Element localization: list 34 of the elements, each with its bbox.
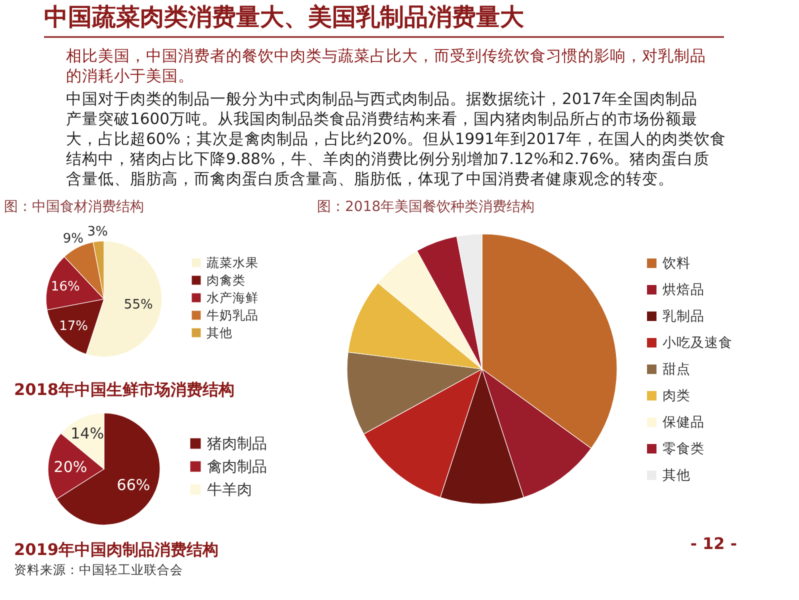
text: 相比美国，中国消费者的餐饮中肉类与蔬菜占比大，而受到传统饮食习惯的影响，对乳制品的消耗小于美国。 <box>66 47 706 85</box>
data-label: 3% <box>87 224 108 240</box>
text: 中国蔬菜肉类消费量大、美国乳制品消费量大 <box>44 3 525 31</box>
text: 中国对于肉类的制品一般分为中式肉制品与西式肉制品。据数据统计，2017年全国肉制品产量突破1600万吨。从我国肉制品类食品消费结构来看，国内猪肉制品所占的市场份额最大，占比超60%；其次是禽肉制品，占比约20%。但从1991年到2017年，在国人的肉类饮食结构中，猪肉占比下降9.88%，牛、羊肉的消费比例分别增加7.12%和2.76%。猪肉蛋白质含量低、脂肪高，而禽肉蛋白质含量高、脂肪低，体现了中国消费者健康观念的转变。 <box>66 90 726 188</box>
legend-label: 零食类 <box>662 440 704 457</box>
legend-label: 禽肉制品 <box>207 458 267 476</box>
text: 资料来源：中国轻工业联合会 <box>14 562 183 577</box>
legend-label: 保健品 <box>662 414 704 430</box>
data-label: 20% <box>54 458 88 476</box>
data-label: 17% <box>59 318 88 334</box>
legend-label: 其他 <box>206 324 232 340</box>
legend-label: 肉类 <box>662 388 690 404</box>
chart-title: 图：2018年美国餐饮种类消费结构 <box>317 199 535 215</box>
chart-title: 图：中国食材消费结构 <box>4 199 144 215</box>
legend-label: 甜点 <box>662 361 690 378</box>
text: - 12 - <box>690 534 737 553</box>
text: 2018年中国生鲜市场消费结构 <box>14 380 235 399</box>
legend-label: 猪肉制品 <box>207 434 267 452</box>
data-label: 14% <box>70 424 104 443</box>
legend-label: 肉禽类 <box>206 272 246 288</box>
legend-label: 乳制品 <box>662 308 704 324</box>
legend-label: 饮料 <box>662 255 690 272</box>
data-label: 66% <box>116 476 150 494</box>
legend-label: 水产海鲜 <box>206 290 258 305</box>
legend-label: 牛奶乳品 <box>206 307 258 322</box>
data-label: 55% <box>124 297 153 312</box>
legend-label: 小吃及速食 <box>662 334 732 351</box>
text: 2019年中国肉制品消费结构 <box>14 540 219 559</box>
legend-label: 牛羊肉 <box>207 480 252 498</box>
legend-label: 烘焙品 <box>662 282 704 298</box>
legend-label: 其他 <box>662 467 690 484</box>
legend-label: 蔬菜水果 <box>206 254 258 270</box>
data-label: 9% <box>62 231 84 246</box>
data-label: 16% <box>50 279 80 294</box>
